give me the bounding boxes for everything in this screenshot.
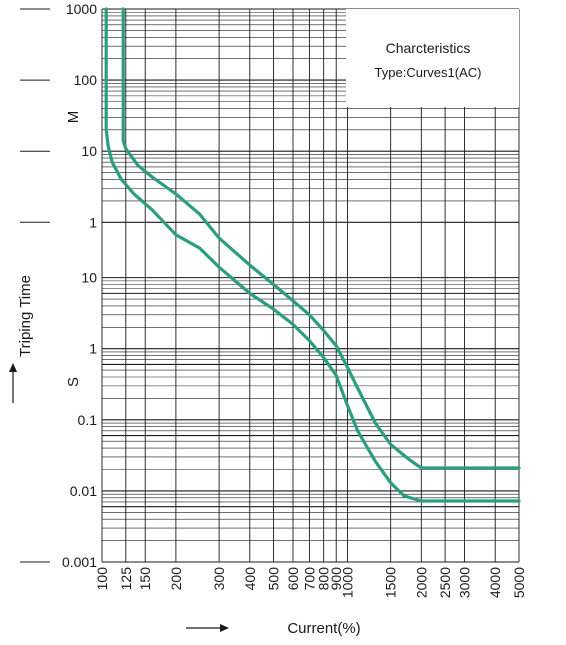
- trip-curve-2: [121, 7, 521, 470]
- y-tick-label-minutes: 100: [74, 72, 98, 88]
- x-tick-label: 125: [118, 567, 134, 591]
- x-tick-label: 1500: [383, 567, 399, 598]
- y-tick-label-minutes: 10: [81, 143, 97, 159]
- x-tick-label: 4000: [487, 567, 503, 598]
- x-tick-label: 800: [316, 567, 332, 591]
- x-tick-label: 700: [301, 567, 317, 591]
- x-tick-label: 150: [137, 567, 153, 591]
- chart-title: Charcteristics: [386, 40, 471, 56]
- x-tick-label: 200: [168, 567, 184, 591]
- x-tick-label: 100: [94, 567, 110, 591]
- y-tick-label-seconds: 0.1: [78, 412, 98, 428]
- x-tick-label: 600: [285, 567, 301, 591]
- y-axis-arrowhead: [9, 363, 17, 372]
- x-tick-label: 3000: [457, 567, 473, 598]
- x-tick-label: 900: [328, 567, 344, 591]
- legend-box: [346, 9, 519, 107]
- x-axis-arrowhead: [220, 624, 229, 632]
- x-tick-label: 5000: [511, 567, 527, 598]
- trip-curve-1: [104, 7, 521, 503]
- y-tick-label-minutes: 1: [89, 214, 97, 230]
- x-tick-label: 1000: [339, 567, 355, 598]
- x-tick-label: 500: [266, 567, 282, 591]
- y-tick-label-minutes: 1000: [66, 1, 97, 17]
- y-tick-label-seconds: 10: [81, 270, 97, 286]
- x-tick-label: 400: [242, 567, 258, 591]
- x-tick-label: 300: [211, 567, 227, 591]
- curves: [104, 7, 521, 503]
- seconds-unit-label: S: [65, 377, 82, 387]
- y-tick-label-seconds: 1: [89, 341, 97, 357]
- minutes-unit-label: M: [65, 111, 82, 124]
- x-tick-label: 2500: [437, 567, 453, 598]
- y-axis-title: Triping Time: [17, 275, 34, 357]
- chart-subtitle: Type:Curves1(AC): [375, 65, 482, 80]
- grid: [101, 8, 520, 563]
- x-axis-title: Current(%): [287, 620, 360, 637]
- y-tick-label-seconds: 0.01: [70, 483, 97, 499]
- x-tick-label: 2000: [413, 567, 429, 598]
- y-tick-label-seconds: 0.001: [62, 554, 97, 570]
